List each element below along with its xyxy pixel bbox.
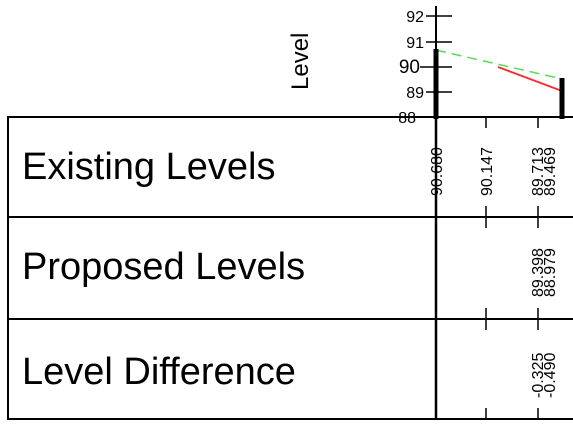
y-tick-label: 90	[399, 57, 420, 78]
y-tick-89: 89	[406, 85, 452, 102]
existing-value-2: 90.147	[479, 147, 496, 196]
existing-value-4: 89.469	[542, 147, 559, 196]
y-tick-label: 89	[406, 85, 424, 102]
proposed-level-line	[497, 66, 563, 92]
y-tick-88: 88	[398, 110, 416, 127]
existing-value-1: 90.680	[429, 147, 446, 196]
y-tick-label: 88	[398, 110, 416, 127]
existing-value-3: 89.713	[530, 147, 547, 196]
proposed-value-1: 89.398	[530, 248, 547, 297]
y-tick-91: 91	[406, 35, 452, 52]
y-tick-92: 92	[406, 9, 452, 26]
existing-level-line	[435, 49, 563, 80]
difference-value-1: -0.325	[530, 353, 547, 398]
axis-title: Level	[287, 33, 314, 90]
proposed-value-2: 88.979	[542, 248, 559, 297]
row-label-proposed: Proposed Levels	[22, 246, 305, 288]
y-tick-label: 91	[406, 35, 424, 52]
row-label-difference: Level Difference	[22, 351, 296, 393]
y-tick-label: 92	[406, 9, 424, 26]
difference-value-2: -0.490	[542, 353, 559, 398]
row-label-existing: Existing Levels	[22, 146, 275, 188]
y-tick-90: 90	[399, 57, 452, 78]
